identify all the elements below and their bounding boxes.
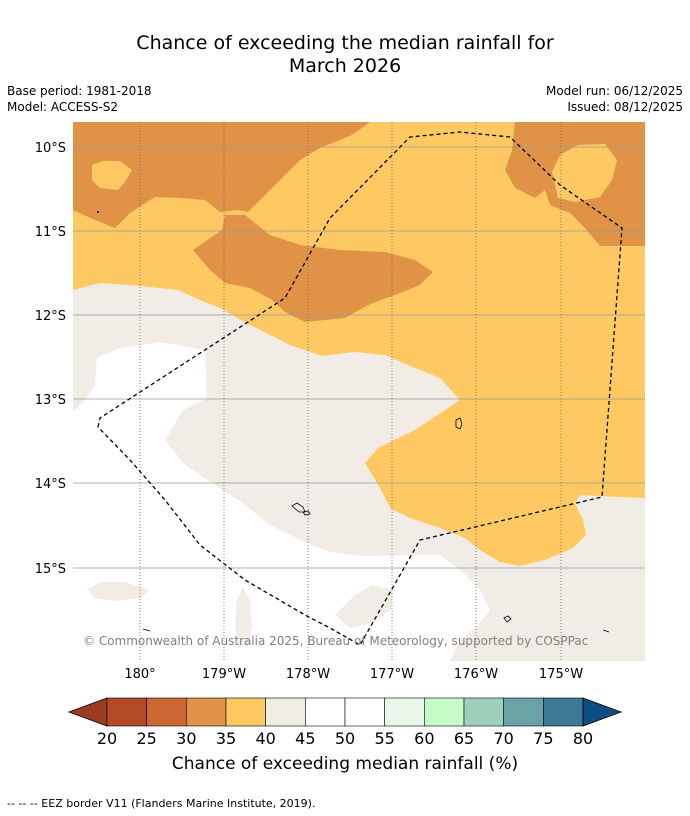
probability-region-35-40-hole-2 [552, 144, 617, 202]
island-2 [291, 502, 306, 513]
probability-region-30-35-north [73, 122, 370, 228]
longitude-labels: 180° 179°W 178°W 177°W 176°W 175°W [124, 667, 583, 682]
colorbar-swatch-0 [106, 697, 147, 727]
colorbar-label: Chance of exceeding median rainfall (%) [171, 754, 519, 774]
colorbar-swatch-8 [424, 697, 465, 727]
issued-date: Issued: 08/12/2025 [567, 100, 683, 114]
model-run: Model run: 06/12/2025 [545, 84, 683, 98]
reef-2 [602, 629, 610, 633]
colorbar-swatch-3 [225, 697, 266, 727]
colorbar-tick-25: 25 [136, 729, 156, 748]
lon-label-178w: 178°W [286, 667, 330, 682]
probability-region-45-55-west [73, 342, 490, 661]
colorbar-swatch-11 [543, 697, 584, 727]
lat-label-12s: 12°S [35, 309, 66, 324]
colorbar-tick-45: 45 [295, 729, 315, 748]
islands [142, 417, 610, 633]
colorbar-swatch-10 [503, 697, 544, 727]
base-period: Base period: 1981-2018 [7, 84, 152, 98]
island-4 [503, 615, 512, 623]
probability-region-35-40-hole-1 [92, 161, 132, 190]
lon-label-175w: 175°W [539, 667, 583, 682]
model-name: Model: ACCESS-S2 [7, 100, 119, 114]
colorbar-swatch-5 [305, 697, 346, 727]
probability-region-35-40 [73, 122, 645, 566]
colorbar-tick-70: 70 [493, 729, 513, 748]
colorbar-tick-50: 50 [335, 729, 355, 748]
map-title-line2: March 2026 [288, 55, 402, 77]
latitude-labels: 10°S 11°S 12°S 13°S 14°S 15°S [35, 141, 66, 577]
map-plot-area [73, 122, 645, 661]
lon-label-177w: 177°W [370, 667, 414, 682]
colorbar-tick-75: 75 [533, 729, 553, 748]
island-1 [455, 417, 463, 430]
lon-label-180: 180° [124, 667, 155, 682]
lon-label-176w: 176°W [454, 667, 498, 682]
copyright-notice: © Commonwealth of Australia 2025, Bureau… [83, 634, 588, 648]
colorbar-tick-40: 40 [255, 729, 275, 748]
lat-label-15s: 15°S [35, 562, 66, 577]
lat-label-10s: 10°S [35, 141, 66, 156]
colorbar-swatch-1 [146, 697, 187, 727]
graticule [73, 146, 645, 569]
colorbar-tick-55: 55 [374, 729, 394, 748]
colorbar-tick-60: 60 [414, 729, 434, 748]
colorbar-tick-20: 20 [97, 729, 117, 748]
colorbar-tick-30: 30 [176, 729, 196, 748]
lat-label-13s: 13°S [35, 393, 66, 408]
colorbar-tick-80: 80 [573, 729, 593, 748]
lon-label-179w: 179°W [202, 667, 246, 682]
lat-label-14s: 14°S [35, 477, 66, 492]
colorbar-swatch-7 [384, 697, 425, 727]
reef-1 [142, 628, 151, 632]
lat-label-11s: 11°S [35, 225, 66, 240]
colorbar-swatch-2 [186, 697, 227, 727]
probability-region-30-35-central [193, 215, 433, 322]
colorbar-under-arrow [67, 697, 108, 727]
islet-dot [97, 211, 99, 213]
eez-footnote: -- -- -- EEZ border V11 (Flanders Marine… [7, 797, 316, 810]
probability-region-40-45-patch-3 [335, 585, 392, 628]
colorbar-over-arrow [582, 697, 623, 727]
map-title-line1: Chance of exceeding the median rainfall … [136, 32, 554, 54]
colorbar-tick-65: 65 [454, 729, 474, 748]
colorbar-swatch-4 [265, 697, 306, 727]
island-3 [302, 510, 311, 516]
probability-region-40-45-patch-2 [235, 588, 252, 648]
colorbar: 20 25 30 35 40 45 50 55 60 65 70 75 80 [67, 697, 623, 748]
colorbar-swatch-9 [463, 697, 504, 727]
colorbar-swatch-6 [344, 697, 385, 727]
colorbar-tick-35: 35 [216, 729, 236, 748]
probability-region-40-45-patch-1 [88, 582, 150, 601]
